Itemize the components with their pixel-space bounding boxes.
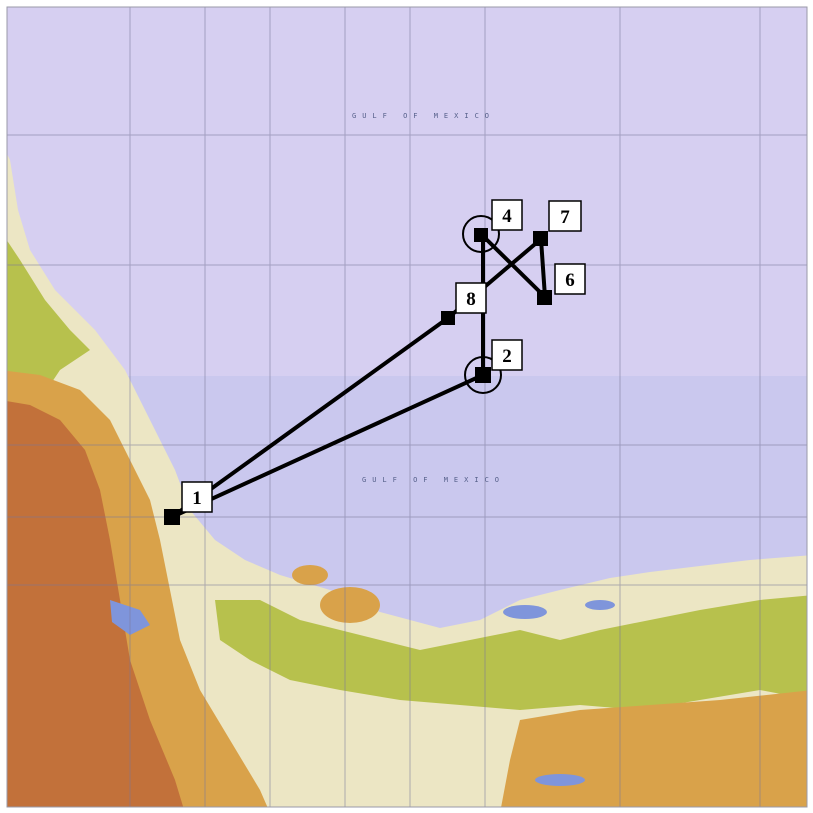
waypoint-6-label: 6 [554, 263, 586, 295]
lagoon [535, 774, 585, 786]
waypoint-8-label: 8 [455, 282, 487, 314]
waypoint-7-marker[interactable] [533, 231, 548, 246]
sea-label: GULF OF MEXICO [362, 476, 505, 484]
map-frame [6, 6, 808, 808]
waypoint-2-marker[interactable] [475, 367, 491, 383]
lagoon [503, 605, 547, 619]
mountain-area [7, 401, 184, 807]
waypoint-2-label: 2 [491, 339, 523, 371]
svg-text:6: 6 [565, 270, 575, 291]
waypoint-7-label: 7 [548, 200, 582, 232]
waypoint-6-marker[interactable] [537, 290, 552, 305]
lagoon [585, 600, 615, 610]
waypoint-ring-4 [462, 215, 500, 253]
hill-area [292, 565, 328, 585]
svg-text:8: 8 [466, 289, 476, 310]
svg-text:1: 1 [192, 488, 202, 509]
waypoint-4-marker[interactable] [474, 228, 488, 242]
waypoint-ring-2 [464, 356, 502, 394]
svg-text:7: 7 [560, 207, 570, 228]
hill-area [320, 587, 380, 623]
sea-area-north [7, 7, 807, 376]
sea-label: GULF OF MEXICO [352, 112, 495, 120]
vegetation-area [7, 240, 807, 710]
waypoint-4-label: 4 [491, 199, 523, 231]
svg-text:4: 4 [502, 206, 512, 227]
waypoint-8-marker[interactable] [441, 311, 455, 325]
waypoint-1-marker[interactable] [164, 509, 180, 525]
svg-text:2: 2 [502, 346, 512, 367]
waypoint-1-label: 1 [181, 481, 213, 513]
